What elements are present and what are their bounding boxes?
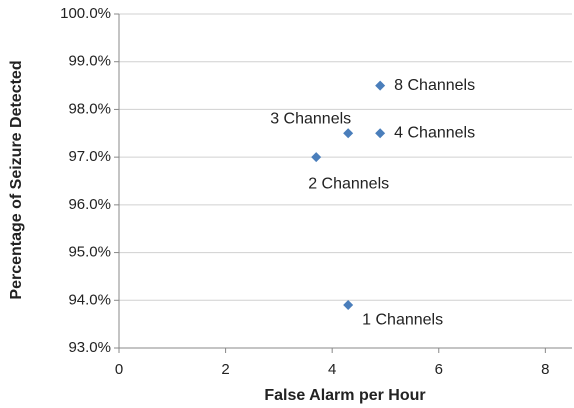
y-tick-label: 95.0% — [68, 244, 111, 261]
y-tick-label: 97.0% — [68, 148, 111, 165]
x-tick-label: 2 — [221, 361, 229, 378]
point — [311, 152, 322, 163]
point — [343, 300, 354, 311]
x-tick-label: 0 — [115, 361, 123, 378]
x-tick-label: 8 — [541, 361, 549, 378]
point-label: 3 Channels — [270, 111, 351, 128]
y-tick-label: 100.0% — [60, 5, 111, 22]
y-tick-label: 98.0% — [68, 100, 111, 117]
y-axis-title: Percentage of Seizure Detected — [8, 60, 25, 299]
x-tick-label: 4 — [328, 361, 336, 378]
point-label: 8 Channels — [394, 77, 475, 94]
x-tick-label: 6 — [435, 361, 443, 378]
y-tick-label: 99.0% — [68, 53, 111, 70]
point-label: 2 Channels — [308, 175, 389, 192]
point-label: 1 Channels — [362, 311, 443, 328]
y-tick-label: 94.0% — [68, 291, 111, 308]
point — [375, 128, 386, 139]
point — [343, 128, 354, 139]
x-axis-title: False Alarm per Hour — [264, 387, 425, 404]
y-tick-label: 93.0% — [68, 339, 111, 356]
point — [375, 80, 386, 91]
y-tick-label: 96.0% — [68, 196, 111, 213]
point-label: 4 Channels — [394, 125, 475, 142]
